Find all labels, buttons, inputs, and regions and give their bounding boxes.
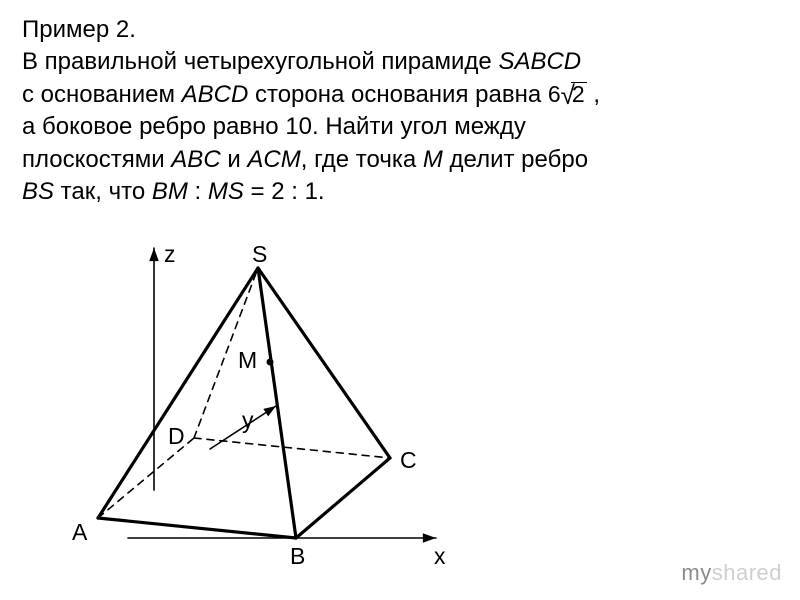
vertex-D-label: D — [168, 423, 185, 449]
watermark-b: shared — [712, 560, 782, 585]
l2a: с основанием — [22, 81, 182, 108]
l5f: = 2 : 1. — [244, 178, 325, 205]
l4b: ABC — [171, 146, 220, 173]
l2b: ABCD — [182, 81, 249, 108]
l5c: BM — [152, 178, 188, 205]
l4e: , где точка — [301, 146, 423, 173]
problem-text: Пример 2. В правильной четырехугольной п… — [0, 0, 800, 208]
l1b: SABCD — [498, 48, 581, 75]
l4c: и — [221, 146, 248, 173]
axis-y-label: y — [242, 407, 254, 433]
l5d: : — [188, 178, 208, 205]
l4g: делит ребро — [443, 146, 588, 173]
formula-coeff: 6 — [548, 81, 561, 107]
l5b: так, что — [54, 178, 152, 205]
l4d: ACM — [247, 146, 300, 173]
l2comma: , — [587, 81, 600, 108]
axis-x-label: x — [434, 543, 446, 569]
line-1: В правильной четырехугольной пирамиде SA… — [22, 46, 778, 78]
l5e: MS — [208, 178, 244, 205]
watermark-a: my — [681, 560, 711, 585]
line-2: с основанием ABCD сторона основания равн… — [22, 79, 778, 111]
line-4: плоскостями ABC и ACM, где точка M делит… — [22, 144, 778, 176]
l5a: BS — [22, 178, 54, 205]
pyramid-diagram: z x y S A B C D M — [38, 240, 468, 590]
l2c: сторона основания равна — [248, 81, 541, 108]
l4f: M — [423, 146, 443, 173]
vertex-S-label: S — [252, 241, 267, 267]
point-M-label: M — [238, 347, 257, 373]
l4a: плоскостями — [22, 146, 171, 173]
l1a: В правильной четырехугольной пирамиде — [22, 48, 498, 75]
axis-z-label: z — [164, 241, 176, 267]
line-5: BS так, что BM : MS = 2 : 1. — [22, 176, 778, 208]
vertex-B-label: B — [290, 543, 305, 569]
vertex-A-label: A — [72, 519, 88, 545]
watermark: myshared — [681, 560, 782, 586]
vertex-C-label: C — [400, 447, 417, 473]
formula-radicand: 2 — [571, 82, 587, 106]
formula-6sqrt2: 6√2 — [548, 82, 587, 108]
title-line: Пример 2. — [22, 14, 778, 46]
line-3: а боковое ребро равно 10. Найти угол меж… — [22, 111, 778, 143]
